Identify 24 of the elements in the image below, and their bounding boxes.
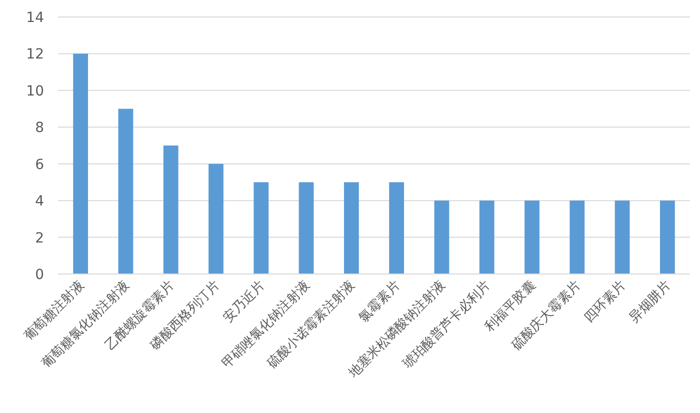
bar (570, 200, 585, 274)
y-tick-label: 10 (26, 83, 44, 100)
bar (208, 164, 224, 274)
y-tick-label: 2 (35, 230, 44, 246)
y-tick-label: 4 (35, 194, 44, 210)
bar (660, 200, 675, 274)
y-tick-label: 14 (26, 10, 44, 26)
y-tick-label: 6 (35, 156, 44, 173)
bar (434, 200, 450, 274)
bar (254, 182, 269, 274)
bar (524, 200, 540, 274)
bar (298, 182, 314, 274)
x-tick-label: 异烟肼片 (626, 278, 674, 326)
bar (614, 200, 630, 274)
bar (389, 182, 404, 274)
x-tick-label: 四环素片 (582, 278, 630, 326)
y-tick-label: 8 (35, 120, 44, 136)
bar (163, 146, 178, 274)
bar (73, 54, 88, 274)
y-tick-label: 12 (26, 46, 44, 63)
bar (118, 108, 134, 274)
bar (479, 200, 494, 274)
bar (344, 182, 359, 274)
y-tick-label: 0 (35, 267, 44, 283)
